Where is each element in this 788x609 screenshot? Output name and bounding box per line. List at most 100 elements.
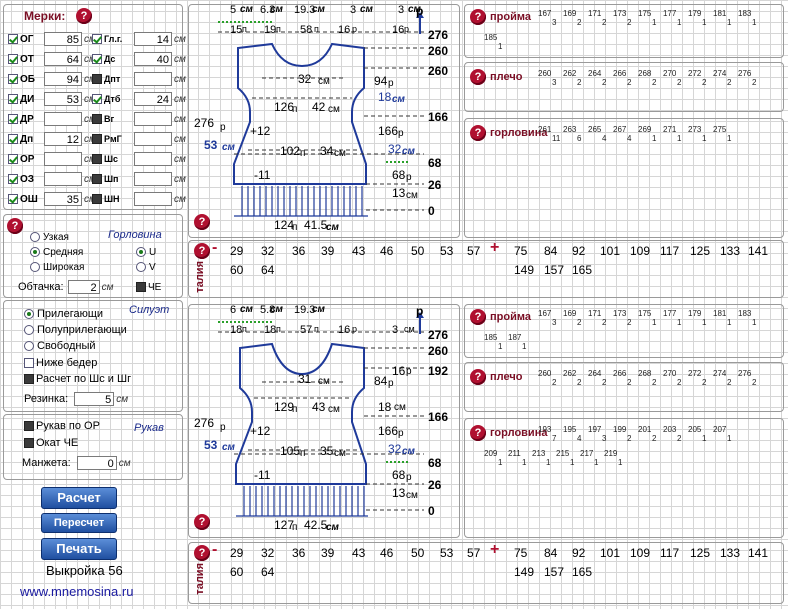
- measurement-input[interactable]: 12: [44, 132, 82, 146]
- rezinka-input[interactable]: 5: [74, 392, 115, 406]
- measurement-input[interactable]: 40: [134, 52, 172, 66]
- measurement-checkbox[interactable]: [8, 154, 18, 164]
- value-count: 7: [552, 434, 557, 443]
- neck-option-wide[interactable]: Широкая: [30, 259, 84, 275]
- checkbox[interactable]: [24, 374, 34, 384]
- measurement-checkbox[interactable]: [92, 154, 102, 164]
- measurement-input[interactable]: [134, 112, 172, 126]
- measurement-code: РмГ: [104, 134, 122, 144]
- neck-option-medium[interactable]: Средняя: [30, 244, 83, 260]
- minus-button[interactable]: -: [212, 239, 218, 256]
- neck-shape-u[interactable]: U: [136, 244, 156, 260]
- help-icon[interactable]: ?: [470, 69, 486, 85]
- sleeve-by-or-option[interactable]: Рукав по ОР: [24, 418, 100, 434]
- calc-by-option[interactable]: Расчет по Шс и Шг: [24, 371, 131, 387]
- radio-button[interactable]: [24, 309, 34, 319]
- help-icon[interactable]: ?: [76, 8, 92, 24]
- help-icon[interactable]: ?: [470, 125, 486, 141]
- value-count: 3: [552, 18, 557, 27]
- measurement-checkbox[interactable]: [8, 74, 18, 84]
- measurement-input[interactable]: 64: [44, 52, 82, 66]
- pattern-diagram-svg-1: [218, 12, 424, 217]
- help-icon[interactable]: ?: [194, 214, 210, 230]
- measurement-checkbox[interactable]: [8, 54, 18, 64]
- neck-che-option[interactable]: ЧЕ: [136, 279, 161, 295]
- radio-button[interactable]: [30, 232, 40, 242]
- measurement-input[interactable]: [44, 112, 82, 126]
- measurement-checkbox[interactable]: [92, 74, 102, 84]
- side-dimension: 53: [204, 438, 218, 452]
- measurement-checkbox[interactable]: [8, 174, 18, 184]
- neck-option-narrow[interactable]: Узкая: [30, 229, 69, 245]
- measurement-input[interactable]: [134, 72, 172, 86]
- measurement-checkbox[interactable]: [92, 54, 102, 64]
- website-link[interactable]: www.mnemosina.ru: [20, 584, 134, 599]
- radio-button[interactable]: [30, 247, 40, 257]
- measurement-input[interactable]: [134, 132, 172, 146]
- silhouette-option-free[interactable]: Свободный: [24, 338, 96, 354]
- measurement-checkbox[interactable]: [8, 114, 18, 124]
- measurement-checkbox[interactable]: [8, 34, 18, 44]
- help-icon[interactable]: ?: [470, 309, 486, 325]
- measurement-input[interactable]: 24: [134, 92, 172, 106]
- radio-button[interactable]: [24, 325, 34, 335]
- top-dimension: 18: [264, 324, 277, 336]
- measurement-checkbox[interactable]: [92, 94, 102, 104]
- diagram-label: см: [318, 376, 330, 387]
- measurement-input[interactable]: 14: [134, 32, 172, 46]
- checkbox[interactable]: [24, 421, 34, 431]
- neck-shape-v[interactable]: V: [136, 259, 156, 275]
- top-dimension: см: [404, 324, 415, 334]
- plus-button[interactable]: +: [490, 239, 500, 256]
- manzheta-input[interactable]: 0: [76, 456, 117, 470]
- help-icon[interactable]: ?: [470, 369, 486, 385]
- checkbox[interactable]: [24, 358, 34, 368]
- measurement-checkbox[interactable]: [92, 174, 102, 184]
- value-count: 2: [727, 378, 732, 387]
- measurement-checkbox[interactable]: [92, 114, 102, 124]
- calculate-button[interactable]: Расчет: [41, 487, 117, 509]
- help-icon[interactable]: ?: [470, 9, 486, 25]
- plus-button[interactable]: +: [490, 541, 500, 558]
- help-icon[interactable]: ?: [194, 514, 210, 530]
- measurement-input[interactable]: [134, 152, 172, 166]
- radio-button[interactable]: [136, 247, 146, 257]
- checkbox[interactable]: [136, 282, 146, 292]
- measurement-input[interactable]: 94: [44, 72, 82, 86]
- minus-button[interactable]: -: [212, 541, 218, 558]
- measurement-input[interactable]: 85: [44, 32, 82, 46]
- radio-button[interactable]: [136, 262, 146, 272]
- measurement-checkbox[interactable]: [92, 194, 102, 204]
- value-number: 199: [613, 425, 627, 434]
- checkbox[interactable]: [24, 438, 34, 448]
- silhouette-option-semi[interactable]: Полуприлегающи: [24, 322, 127, 338]
- radio-button[interactable]: [30, 262, 40, 272]
- okat-option[interactable]: Окат ЧЕ: [24, 435, 78, 451]
- silhouette-option-fitted[interactable]: Прилегающи: [24, 306, 103, 322]
- measurement-input[interactable]: [44, 152, 82, 166]
- measurement-input[interactable]: 53: [44, 92, 82, 106]
- measurement-checkbox[interactable]: [8, 134, 18, 144]
- measurement-checkbox[interactable]: [92, 34, 102, 44]
- print-button[interactable]: Печать: [41, 538, 117, 560]
- help-icon[interactable]: ?: [470, 425, 486, 441]
- measurement-checkbox[interactable]: [8, 194, 18, 204]
- obtachka-input[interactable]: 2: [67, 280, 100, 294]
- measurement-input[interactable]: [44, 172, 82, 186]
- help-icon[interactable]: ?: [194, 545, 210, 561]
- manzheta-field: Манжета: 0 см: [22, 456, 131, 470]
- measurement-checkbox[interactable]: [92, 134, 102, 144]
- measurement-input[interactable]: [134, 172, 172, 186]
- help-icon[interactable]: ?: [7, 218, 23, 234]
- value-count: 2: [577, 318, 582, 327]
- recalculate-button[interactable]: Пересчет: [41, 513, 117, 533]
- measurement-input[interactable]: [134, 192, 172, 206]
- below-hips-option[interactable]: Ниже бедер: [24, 355, 97, 371]
- radio-button[interactable]: [24, 341, 34, 351]
- value-number: 264: [588, 369, 602, 378]
- measurement-row-right-4: Дтб 24 см: [92, 91, 186, 107]
- measurement-input[interactable]: 35: [44, 192, 82, 206]
- help-icon[interactable]: ?: [194, 243, 210, 259]
- measurement-checkbox[interactable]: [8, 94, 18, 104]
- unit-label: см: [174, 153, 186, 165]
